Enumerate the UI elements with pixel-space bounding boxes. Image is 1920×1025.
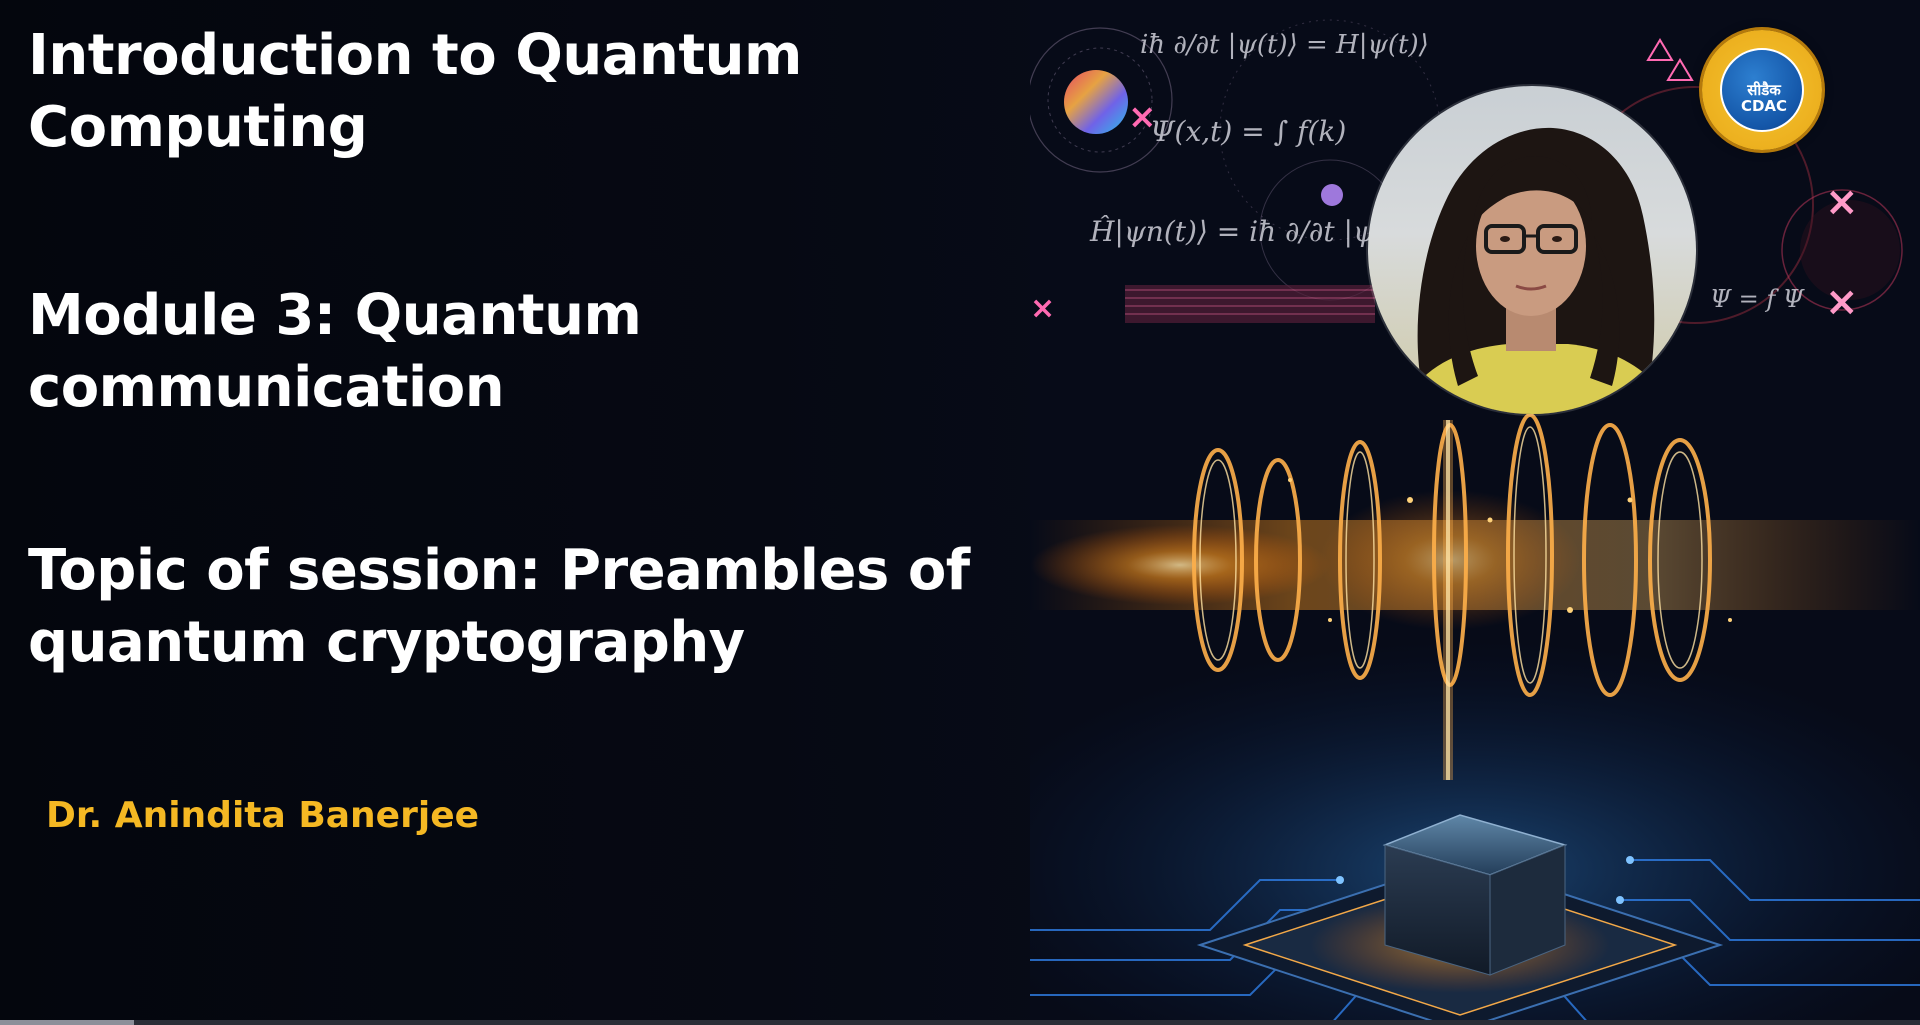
cdac-logo: सीडैक CDAC bbox=[1702, 30, 1822, 150]
video-progress-bar[interactable] bbox=[0, 1020, 1920, 1025]
quantum-artwork-graphic: × × × × bbox=[1030, 0, 1920, 1025]
module-title: Module 3: Quantum communication bbox=[28, 283, 642, 420]
course-title: Introduction to Quantum Computing bbox=[28, 23, 802, 160]
topic-title: Topic of session: Preambles of quantum c… bbox=[28, 538, 970, 675]
equation-psi: Ψ = f Ψ bbox=[1710, 285, 1804, 313]
presenter-name: Dr. Anindita Banerjee bbox=[46, 795, 480, 836]
equation-wavefunction: Ψ(x,t) = ∫ f(k) bbox=[1150, 115, 1347, 148]
cdac-logo-emblem: सीडैक CDAC bbox=[1720, 48, 1804, 132]
svg-text:×: × bbox=[1825, 179, 1859, 225]
svg-text:×: × bbox=[1128, 97, 1157, 137]
cdac-logo-hindi: सीडैक bbox=[1747, 81, 1781, 99]
equation-hamiltonian: Ĥ|ψn(t)⟩ = iħ ∂/∂t |ψ(t)⟩ bbox=[1090, 215, 1419, 248]
equation-schrodinger: iħ ∂/∂t |ψ(t)⟩ = H|ψ(t)⟩ bbox=[1140, 30, 1429, 60]
quantum-artwork: × × × × bbox=[1030, 0, 1920, 1025]
svg-text:×: × bbox=[1825, 279, 1859, 325]
presenter-webcam bbox=[1368, 86, 1696, 414]
video-progress-fill bbox=[0, 1020, 135, 1025]
presenter-avatar bbox=[1398, 127, 1673, 414]
svg-text:×: × bbox=[1030, 291, 1055, 326]
cdac-logo-text: CDAC bbox=[1740, 97, 1788, 115]
